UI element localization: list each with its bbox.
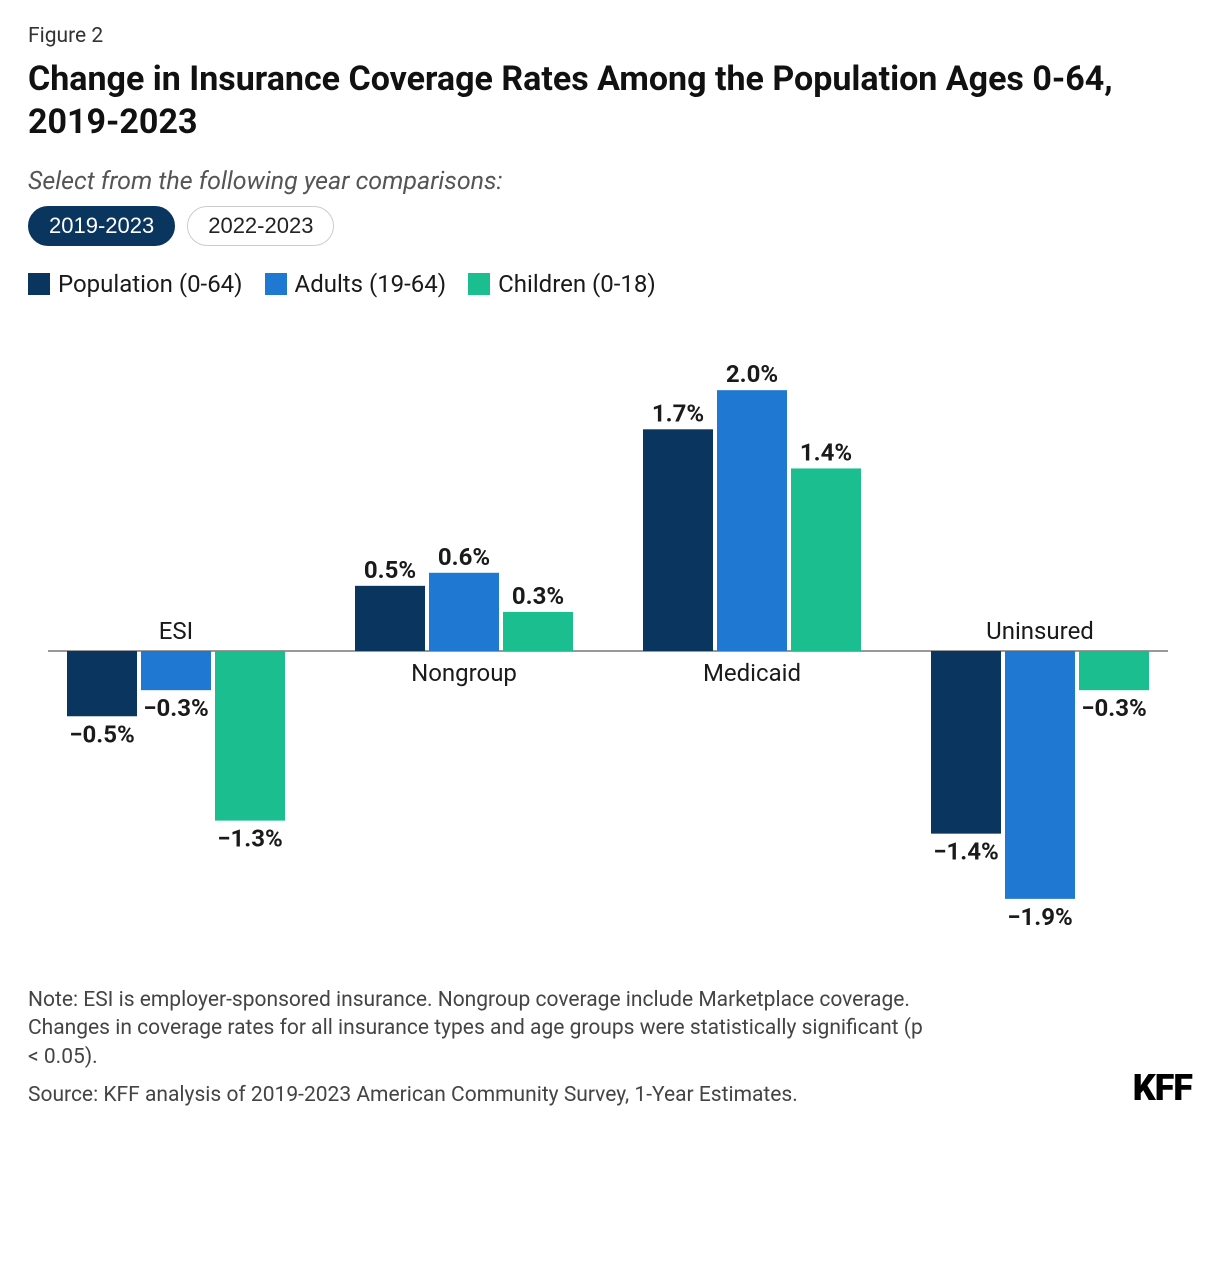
chart-title: Change in Insurance Coverage Rates Among… <box>28 58 1192 143</box>
footnote: Note: ESI is employer-sponsored insuranc… <box>28 986 928 1071</box>
year-tab-0[interactable]: 2019-2023 <box>28 206 175 246</box>
figure-label: Figure 2 <box>28 24 1192 48</box>
bar-value-label: −0.3% <box>143 694 209 722</box>
bar-value-label: −1.9% <box>1007 903 1073 931</box>
legend-item-1: Adults (19-64) <box>265 270 447 298</box>
legend-label: Children (0-18) <box>498 270 656 298</box>
legend-label: Population (0-64) <box>58 270 243 298</box>
year-tab-row: 2019-2023 2022-2023 <box>28 206 1192 246</box>
bar-value-label: 0.5% <box>364 556 416 584</box>
bar <box>643 429 713 651</box>
bar <box>1005 651 1075 899</box>
bar <box>931 651 1001 834</box>
bar-value-label: −0.3% <box>1081 694 1147 722</box>
brand-logo: KFF <box>1133 1067 1192 1109</box>
bar-value-label: −1.3% <box>217 825 283 853</box>
bar <box>429 573 499 651</box>
bar-value-label: 2.0% <box>726 360 778 388</box>
legend: Population (0-64) Adults (19-64) Children … <box>28 270 1192 298</box>
source-line: Source: KFF analysis of 2019-2023 Americ… <box>28 1081 928 1109</box>
legend-swatch <box>265 273 287 295</box>
category-label: ESI <box>159 617 193 645</box>
legend-item-2: Children (0-18) <box>468 270 656 298</box>
bar <box>67 651 137 716</box>
category-label: Nongroup <box>411 659 517 687</box>
bar-value-label: 1.4% <box>800 438 852 466</box>
bar <box>1079 651 1149 690</box>
year-tab-1[interactable]: 2022-2023 <box>187 206 334 246</box>
bar <box>791 468 861 651</box>
bar-value-label: −0.5% <box>69 720 135 748</box>
bar <box>717 390 787 651</box>
bar <box>215 651 285 821</box>
bar <box>141 651 211 690</box>
legend-swatch <box>468 273 490 295</box>
bar-value-label: 1.7% <box>652 399 704 427</box>
bar-value-label: 0.3% <box>512 582 564 610</box>
bar-value-label: −1.4% <box>933 838 999 866</box>
grouped-bar-chart: −0.5% −0.3% −1.3% ESI 0.5% 0.6% 0.3% Nongroup 1.… <box>28 318 1188 958</box>
category-label: Uninsured <box>986 617 1094 645</box>
chart-container: −0.5% −0.3% −1.3% ESI 0.5% 0.6% 0.3% Nongroup 1.… <box>28 318 1192 958</box>
bar <box>503 612 573 651</box>
bar-value-label: 0.6% <box>438 543 490 571</box>
selector-label: Select from the following year compariso… <box>28 167 1192 196</box>
legend-swatch <box>28 273 50 295</box>
legend-label: Adults (19-64) <box>295 270 447 298</box>
legend-item-0: Population (0-64) <box>28 270 243 298</box>
category-label: Medicaid <box>703 659 801 687</box>
bar <box>355 586 425 651</box>
